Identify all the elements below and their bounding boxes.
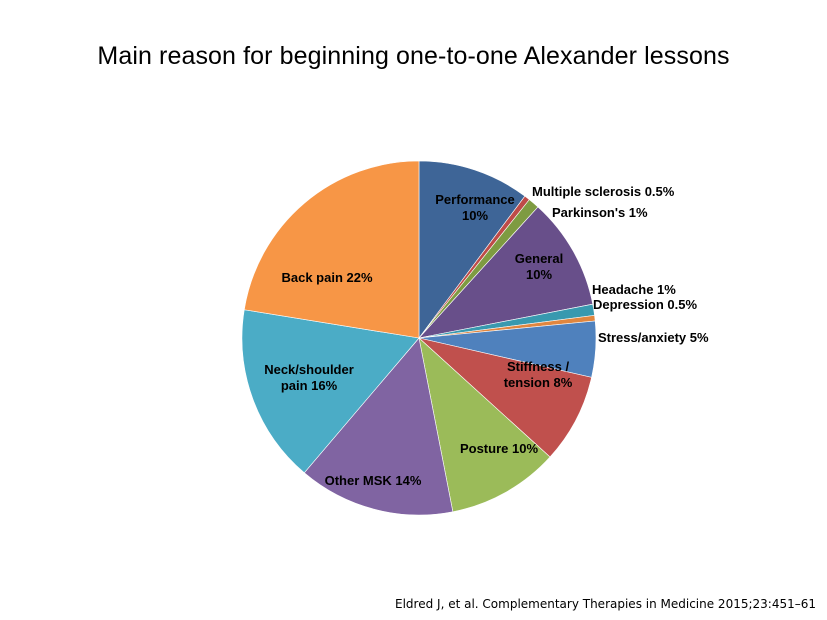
pie-slices — [241, 160, 597, 516]
pie-slice-stiffness-tension — [417, 337, 592, 458]
pie-slice-other-msk — [303, 337, 454, 516]
slice-label-multiple-sclerosis: Multiple sclerosis 0.5% — [532, 184, 675, 199]
slice-label-line: Stiffness / — [507, 359, 570, 374]
slice-label-line: 10% — [462, 208, 488, 223]
slice-label-line: Back pain 22% — [281, 270, 372, 285]
slice-label-other-msk: Other MSK 14% — [325, 473, 422, 488]
slice-label-depression: Depression 0.5% — [593, 297, 697, 312]
pie-labels: Performance 10%Multiple sclerosis 0.5%Par… — [264, 184, 709, 488]
chart-title: Main reason for beginning one-to-one Ale… — [97, 42, 730, 70]
slice-label-line: 10% — [526, 267, 552, 282]
pie-slice-back-pain — [243, 160, 420, 339]
slice-label-line: Performance — [435, 192, 514, 207]
slice-label-general: General 10% — [515, 251, 563, 282]
slice-label-performance: Performance 10% — [435, 192, 514, 223]
pie-slice-posture — [418, 337, 551, 513]
slice-label-line: tension 8% — [504, 375, 573, 390]
citation: Eldred J, et al. Complementary Therapies… — [395, 597, 816, 611]
slice-label-line: Multiple sclerosis 0.5% — [532, 184, 675, 199]
pie-slice-general — [418, 206, 594, 339]
slice-label-headache: Headache 1% — [592, 282, 676, 297]
slice-label-line: Stress/anxiety 5% — [598, 330, 709, 345]
slice-label-neck-shoulder-pain: Neck/shoulder pain 16% — [264, 362, 354, 393]
slice-label-line: Posture 10% — [460, 441, 538, 456]
slice-label-posture: Posture 10% — [460, 441, 538, 456]
pie-slice-performance — [418, 160, 526, 339]
slice-label-line: Neck/shoulder — [264, 362, 354, 377]
slice-label-parkinson-s: Parkinson's 1% — [552, 205, 648, 220]
slice-label-line: Parkinson's 1% — [552, 205, 648, 220]
slice-label-stress-anxiety: Stress/anxiety 5% — [598, 330, 709, 345]
pie-slice-neck-shoulder-pain — [241, 309, 420, 474]
slice-label-line: Headache 1% — [592, 282, 676, 297]
slice-label-line: General — [515, 251, 563, 266]
slice-label-stiffness-tension: Stiffness / tension 8% — [504, 359, 573, 390]
slice-label-line: Depression 0.5% — [593, 297, 697, 312]
slice-label-line: pain 16% — [281, 378, 338, 393]
slice-label-line: Other MSK 14% — [325, 473, 422, 488]
slice-label-back-pain: Back pain 22% — [281, 270, 372, 285]
